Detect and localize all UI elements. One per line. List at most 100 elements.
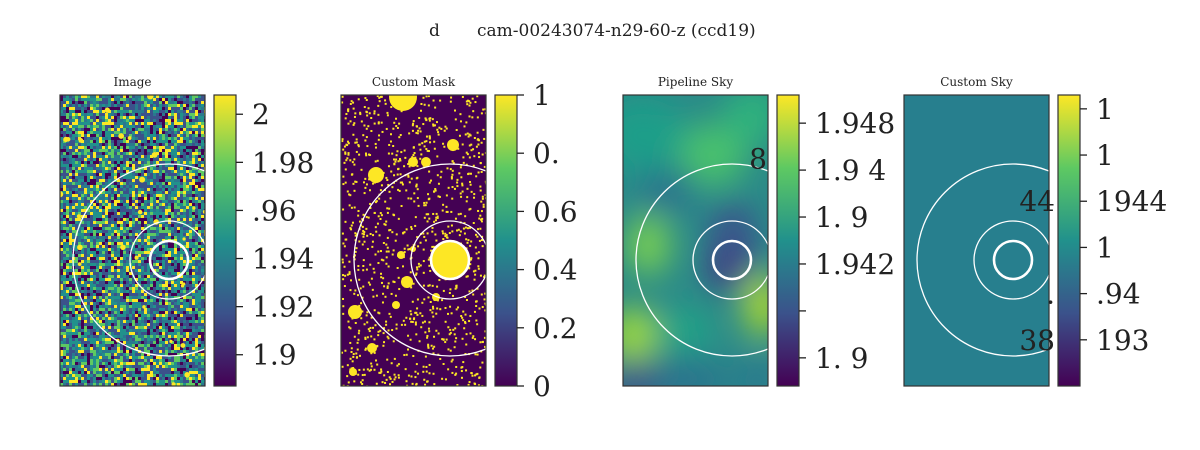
image-pixel — [120, 218, 123, 221]
image-pixel — [108, 323, 111, 326]
image-pixel — [66, 323, 69, 326]
image-pixel — [114, 344, 117, 347]
image-pixel — [171, 329, 174, 332]
image-pixel — [96, 359, 99, 362]
image-pixel — [141, 260, 144, 263]
image-pixel — [93, 131, 96, 134]
image-pixel — [84, 344, 87, 347]
image-pixel — [129, 362, 132, 365]
image-pixel — [201, 209, 204, 212]
image-pixel — [105, 179, 108, 182]
image-pixel — [156, 362, 159, 365]
image-pixel — [132, 302, 135, 305]
image-pixel — [180, 98, 183, 101]
image-pixel — [63, 368, 66, 371]
image-pixel — [159, 128, 162, 131]
image-pixel — [87, 347, 90, 350]
image-pixel — [111, 326, 114, 329]
image-pixel — [192, 173, 195, 176]
image-pixel — [93, 170, 96, 173]
image-pixel — [165, 200, 168, 203]
image-pixel — [189, 143, 192, 146]
image-pixel — [105, 119, 108, 122]
image-pixel — [189, 353, 192, 356]
image-pixel — [153, 320, 156, 323]
image-pixel — [69, 302, 72, 305]
image-pixel — [87, 236, 90, 239]
image-pixel — [90, 176, 93, 179]
image-pixel — [72, 167, 75, 170]
image-pixel — [93, 104, 96, 107]
image-pixel — [162, 119, 165, 122]
image-pixel — [81, 155, 84, 158]
image-pixel — [165, 95, 168, 98]
image-pixel — [171, 218, 174, 221]
image-pixel — [159, 245, 162, 248]
image-pixel — [102, 107, 105, 110]
image-pixel — [198, 185, 201, 188]
image-pixel — [93, 125, 96, 128]
image-pixel — [189, 137, 192, 140]
image-pixel — [108, 356, 111, 359]
image-pixel — [75, 275, 78, 278]
image-pixel — [144, 176, 147, 179]
mask-pixel — [349, 289, 352, 292]
image-pixel — [165, 140, 168, 143]
image-pixel — [93, 308, 96, 311]
image-pixel — [150, 350, 153, 353]
image-pixel — [66, 332, 69, 335]
image-pixel — [159, 293, 162, 296]
image-pixel — [147, 311, 150, 314]
bright-source — [65, 137, 71, 142]
mask-background — [341, 95, 486, 386]
image-pixel — [144, 380, 147, 383]
image-pixel — [174, 347, 177, 350]
bright-source — [151, 151, 158, 158]
image-pixel — [186, 116, 189, 119]
image-pixel — [108, 254, 111, 257]
image-pixel — [111, 350, 114, 353]
image-pixel — [81, 230, 84, 233]
image-pixel — [120, 173, 123, 176]
image-pixel — [141, 104, 144, 107]
image-pixel — [174, 374, 177, 377]
image-pixel — [186, 173, 189, 176]
image-pixel — [75, 167, 78, 170]
image-pixel — [63, 197, 66, 200]
image-pixel — [87, 266, 90, 269]
image-pixel — [60, 227, 63, 230]
image-pixel — [108, 212, 111, 215]
image-pixel — [153, 206, 156, 209]
image-pixel — [117, 131, 120, 134]
image-pixel — [177, 350, 180, 353]
image-pixel — [105, 152, 108, 155]
image-pixel — [66, 155, 69, 158]
mask-pixel — [355, 247, 358, 250]
image-pixel — [81, 239, 84, 242]
image-pixel — [132, 221, 135, 224]
image-pixel — [141, 116, 144, 119]
image-pixel — [132, 173, 135, 176]
image-pixel — [147, 233, 150, 236]
image-pixel — [66, 257, 69, 260]
image-pixel — [138, 95, 141, 98]
image-pixel — [174, 281, 177, 284]
image-pixel — [69, 329, 72, 332]
image-pixel — [141, 335, 144, 338]
image-pixel — [174, 185, 177, 188]
image-pixel — [201, 281, 204, 284]
image-pixel — [117, 350, 120, 353]
image-pixel — [186, 200, 189, 203]
image-pixel — [192, 275, 195, 278]
image-pixel — [96, 275, 99, 278]
image-pixel — [198, 341, 201, 344]
image-pixel — [63, 263, 66, 266]
image-pixel — [186, 365, 189, 368]
image-pixel — [195, 107, 198, 110]
image-pixel — [189, 329, 192, 332]
image-pixel — [195, 278, 198, 281]
image-pixel — [78, 161, 81, 164]
image-pixel — [192, 110, 195, 113]
image-pixel — [87, 335, 90, 338]
image-pixel — [78, 260, 81, 263]
